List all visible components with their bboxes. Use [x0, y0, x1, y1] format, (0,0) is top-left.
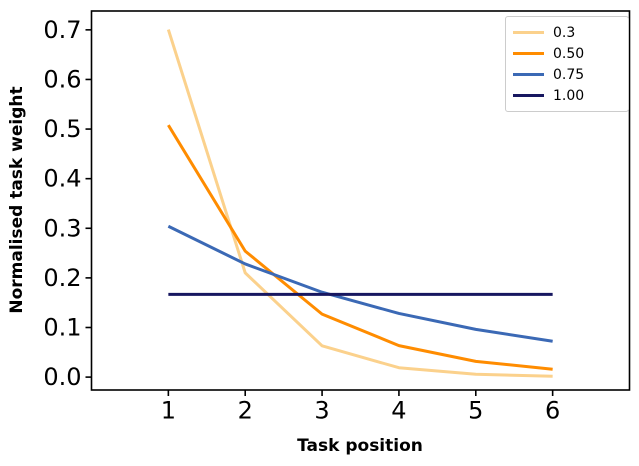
legend: 0.3 0.50 0.75 1.00 [505, 16, 629, 112]
legend-line-swatch [513, 73, 544, 76]
x-axis-label: Task position [297, 436, 423, 456]
legend-item: 1.00 [513, 85, 628, 106]
legend-item-label: 0.75 [553, 66, 585, 83]
y-tick-label: 0.3 [43, 214, 81, 242]
legend-line-swatch [513, 52, 544, 55]
series-line-0.75 [167, 224, 553, 343]
x-tick-label: 2 [238, 397, 253, 425]
legend-line-swatch [513, 31, 544, 34]
legend-item-label: 1.00 [553, 87, 585, 104]
legend-item: 0.50 [513, 43, 628, 64]
plot-area [90, 10, 631, 391]
y-tick-label: 0.0 [43, 363, 81, 391]
x-tick-label: 5 [468, 397, 483, 425]
y-tick-label: 0.2 [43, 264, 81, 292]
x-tick-label: 6 [545, 397, 560, 425]
legend-item: 0.3 [513, 22, 628, 43]
x-tick-label: 1 [161, 397, 176, 425]
y-axis-label: Normalised task weight [7, 86, 27, 314]
legend-item: 0.75 [513, 64, 628, 85]
y-tick-label: 0.6 [43, 65, 81, 93]
y-tick-label: 0.4 [43, 165, 81, 193]
y-tick-label: 0.5 [43, 115, 81, 143]
legend-item-label: 0.3 [553, 24, 576, 41]
legend-item-label: 0.50 [553, 45, 585, 62]
x-tick-label: 3 [314, 397, 329, 425]
y-tick-label: 0.7 [43, 16, 81, 44]
series-line-0.3 [166, 29, 553, 378]
y-tick-label: 0.1 [43, 313, 81, 341]
x-tick-label: 4 [391, 397, 406, 425]
legend-line-swatch [513, 94, 544, 97]
series-line-0.50 [167, 124, 553, 371]
